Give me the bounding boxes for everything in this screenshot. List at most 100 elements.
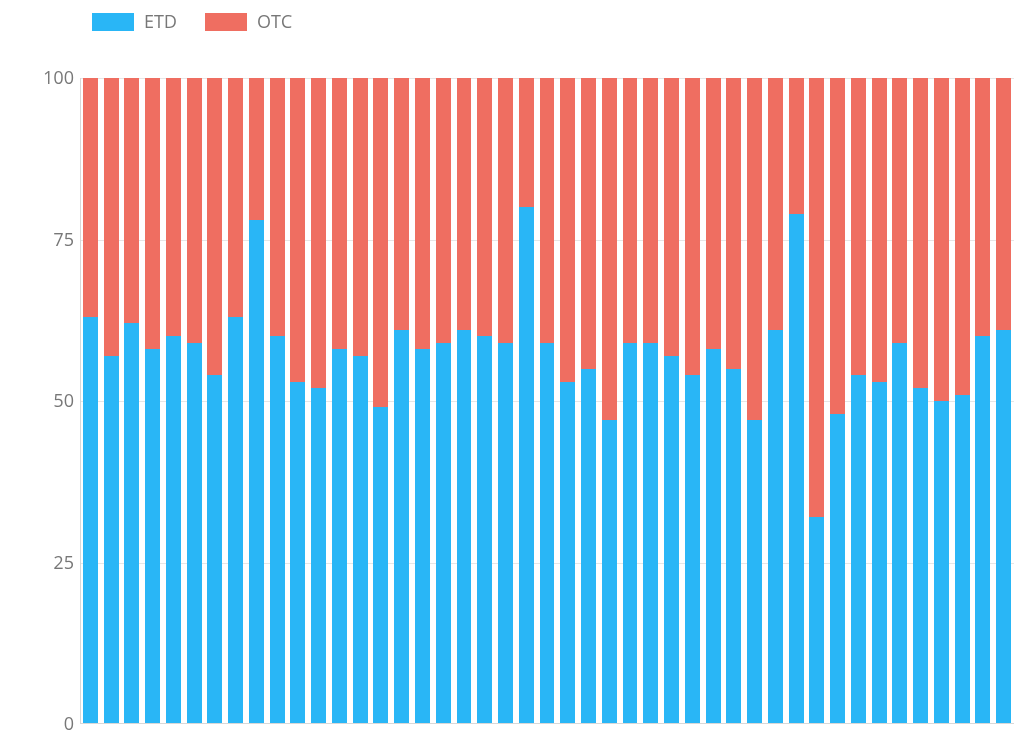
bar-segment-otc bbox=[955, 78, 970, 395]
x-axis-line bbox=[80, 723, 1014, 724]
bar-segment-etd bbox=[685, 375, 700, 724]
bar-column bbox=[913, 78, 928, 724]
y-tick-label: 0 bbox=[14, 712, 74, 736]
bar-column bbox=[872, 78, 887, 724]
bar-segment-otc bbox=[332, 78, 347, 349]
bar-segment-etd bbox=[519, 207, 534, 724]
bar-segment-otc bbox=[789, 78, 804, 214]
bar-column bbox=[560, 78, 575, 724]
bar-column bbox=[851, 78, 866, 724]
bar-column bbox=[290, 78, 305, 724]
bar-segment-otc bbox=[394, 78, 409, 330]
legend-label-otc: OTC bbox=[257, 10, 292, 34]
bar-segment-etd bbox=[623, 343, 638, 724]
bar-segment-etd bbox=[934, 401, 949, 724]
bar-segment-etd bbox=[602, 420, 617, 724]
bar-segment-otc bbox=[311, 78, 326, 388]
y-tick-label: 50 bbox=[14, 389, 74, 413]
bar-segment-otc bbox=[436, 78, 451, 343]
bar-segment-otc bbox=[540, 78, 555, 343]
bar-segment-etd bbox=[228, 317, 243, 724]
bar-column bbox=[747, 78, 762, 724]
bar-segment-etd bbox=[477, 336, 492, 724]
bar-segment-otc bbox=[851, 78, 866, 375]
bar-column bbox=[104, 78, 119, 724]
bar-column bbox=[623, 78, 638, 724]
bar-segment-otc bbox=[498, 78, 513, 343]
bar-column bbox=[332, 78, 347, 724]
bar-column bbox=[540, 78, 555, 724]
bar-segment-etd bbox=[975, 336, 990, 724]
bar-segment-etd bbox=[436, 343, 451, 724]
bar-column bbox=[373, 78, 388, 724]
bar-column bbox=[809, 78, 824, 724]
bar-column bbox=[955, 78, 970, 724]
bar-segment-otc bbox=[581, 78, 596, 369]
bar-segment-etd bbox=[311, 388, 326, 724]
legend-item-etd: ETD bbox=[92, 10, 177, 34]
bar-segment-otc bbox=[934, 78, 949, 401]
bar-segment-etd bbox=[706, 349, 721, 724]
bar-segment-etd bbox=[955, 395, 970, 724]
bar-segment-otc bbox=[830, 78, 845, 414]
bar-segment-otc bbox=[726, 78, 741, 369]
bar-column bbox=[457, 78, 472, 724]
bar-segment-etd bbox=[498, 343, 513, 724]
bar-segment-etd bbox=[187, 343, 202, 724]
bar-segment-otc bbox=[747, 78, 762, 420]
bar-segment-etd bbox=[124, 323, 139, 724]
bar-segment-etd bbox=[851, 375, 866, 724]
legend-swatch-otc bbox=[205, 13, 247, 31]
bar-column bbox=[768, 78, 783, 724]
bar-column bbox=[436, 78, 451, 724]
bar-segment-otc bbox=[373, 78, 388, 407]
bar-segment-etd bbox=[104, 356, 119, 724]
bar-segment-etd bbox=[540, 343, 555, 724]
bar-segment-etd bbox=[415, 349, 430, 724]
bar-column bbox=[270, 78, 285, 724]
bar-segment-etd bbox=[664, 356, 679, 724]
bar-segment-etd bbox=[353, 356, 368, 724]
bar-segment-etd bbox=[394, 330, 409, 724]
bar-segment-etd bbox=[872, 382, 887, 724]
bar-segment-otc bbox=[706, 78, 721, 349]
y-tick-label: 100 bbox=[14, 66, 74, 90]
bar-segment-otc bbox=[560, 78, 575, 382]
bar-segment-etd bbox=[768, 330, 783, 724]
y-tick-label: 25 bbox=[14, 551, 74, 575]
bar-column bbox=[892, 78, 907, 724]
bar-column bbox=[145, 78, 160, 724]
bar-segment-otc bbox=[519, 78, 534, 207]
bar-segment-etd bbox=[560, 382, 575, 724]
bar-segment-otc bbox=[477, 78, 492, 336]
legend: ETD OTC bbox=[92, 10, 292, 34]
bar-column bbox=[830, 78, 845, 724]
bar-segment-etd bbox=[373, 407, 388, 724]
y-tick-label: 75 bbox=[14, 228, 74, 252]
bar-column bbox=[934, 78, 949, 724]
bar-column bbox=[685, 78, 700, 724]
bar-segment-otc bbox=[892, 78, 907, 343]
bar-segment-etd bbox=[913, 388, 928, 724]
bar-column bbox=[249, 78, 264, 724]
bar-segment-otc bbox=[353, 78, 368, 356]
bar-column bbox=[498, 78, 513, 724]
bar-segment-otc bbox=[228, 78, 243, 317]
bar-column bbox=[394, 78, 409, 724]
bar-column bbox=[166, 78, 181, 724]
bar-column bbox=[602, 78, 617, 724]
bar-segment-etd bbox=[166, 336, 181, 724]
bar-segment-etd bbox=[290, 382, 305, 724]
bar-column bbox=[207, 78, 222, 724]
bar-column bbox=[789, 78, 804, 724]
bar-segment-otc bbox=[270, 78, 285, 336]
bar-column bbox=[581, 78, 596, 724]
bar-column bbox=[83, 78, 98, 724]
bar-segment-otc bbox=[643, 78, 658, 343]
bar-column bbox=[311, 78, 326, 724]
plot-area bbox=[80, 78, 1014, 724]
bars-container bbox=[80, 78, 1014, 724]
bar-segment-etd bbox=[726, 369, 741, 724]
bar-segment-otc bbox=[996, 78, 1011, 330]
bar-segment-etd bbox=[332, 349, 347, 724]
